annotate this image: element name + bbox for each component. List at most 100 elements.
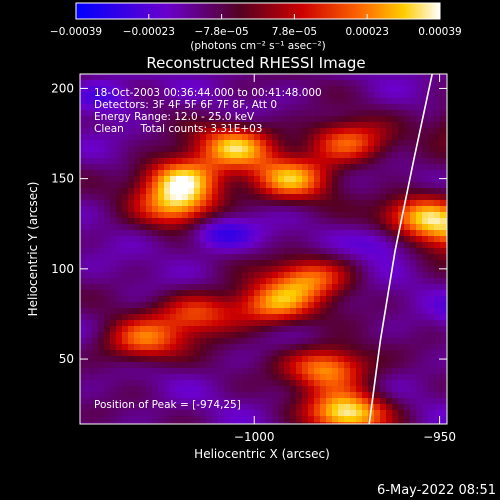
heatmap-cell	[380, 392, 387, 399]
heatmap-cell	[254, 278, 261, 285]
heatmap-cell	[158, 218, 165, 225]
heatmap-cell	[392, 272, 399, 279]
heatmap-cell	[434, 152, 441, 159]
heatmap-cell	[230, 104, 237, 111]
heatmap-cell	[224, 350, 231, 357]
heatmap-cell	[80, 392, 87, 399]
heatmap-cell	[362, 284, 369, 291]
heatmap-cell	[266, 212, 273, 219]
heatmap-cell	[230, 224, 237, 231]
heatmap-cell	[380, 296, 387, 303]
heatmap-cell	[398, 266, 405, 273]
heatmap-cell	[164, 410, 171, 417]
heatmap-cell	[140, 338, 147, 345]
heatmap-cell	[332, 314, 339, 321]
heatmap-cell	[140, 260, 147, 267]
heatmap-cell	[326, 386, 333, 393]
heatmap-cell	[224, 344, 231, 351]
heatmap-cell	[326, 98, 333, 105]
heatmap-cell	[110, 74, 117, 81]
heatmap-cell	[308, 380, 315, 387]
heatmap-cell	[188, 74, 195, 81]
heatmap-cell	[350, 230, 357, 237]
heatmap-cell	[296, 140, 303, 147]
heatmap-cell	[350, 386, 357, 393]
heatmap-cell	[146, 128, 153, 135]
heatmap-cell	[152, 176, 159, 183]
heatmap-cell	[428, 410, 435, 417]
heatmap-cell	[308, 308, 315, 315]
heatmap-cell	[260, 188, 267, 195]
heatmap-cell	[182, 98, 189, 105]
heatmap-cell	[344, 182, 351, 189]
heatmap-cell	[272, 368, 279, 375]
heatmap-cell	[170, 86, 177, 93]
heatmap-cell	[152, 344, 159, 351]
heatmap-cell	[326, 350, 333, 357]
heatmap-cell	[194, 338, 201, 345]
heatmap-cell	[440, 326, 447, 333]
heatmap-cell	[176, 116, 183, 123]
heatmap-cell	[398, 254, 405, 261]
heatmap-cell	[164, 404, 171, 411]
heatmap-cell	[344, 80, 351, 87]
heatmap-cell	[272, 398, 279, 405]
heatmap-cell	[182, 344, 189, 351]
heatmap-cell	[302, 212, 309, 219]
heatmap-cell	[254, 254, 261, 261]
heatmap-cell	[404, 146, 411, 153]
heatmap-cell	[422, 398, 429, 405]
heatmap-cell	[140, 380, 147, 387]
heatmap-cell	[434, 254, 441, 261]
heatmap-cell	[356, 116, 363, 123]
heatmap-cell	[254, 236, 261, 243]
heatmap-cell	[428, 176, 435, 183]
heatmap-cell	[404, 170, 411, 177]
heatmap-cell	[164, 152, 171, 159]
heatmap-cell	[110, 368, 117, 375]
heatmap-cell	[404, 122, 411, 129]
heatmap-cell	[296, 416, 303, 423]
heatmap-cell	[302, 182, 309, 189]
heatmap-cell	[158, 170, 165, 177]
heatmap-cell	[374, 170, 381, 177]
heatmap-cell	[224, 410, 231, 417]
heatmap-cell	[344, 236, 351, 243]
heatmap-cell	[332, 230, 339, 237]
heatmap-cell	[218, 134, 225, 141]
heatmap-cell	[230, 218, 237, 225]
heatmap-cell	[122, 344, 129, 351]
heatmap-cell	[242, 350, 249, 357]
heatmap-cell	[380, 74, 387, 81]
heatmap-cell	[92, 224, 99, 231]
heatmap-cell	[350, 422, 357, 424]
heatmap-cell	[320, 170, 327, 177]
heatmap-cell	[242, 140, 249, 147]
heatmap-cell	[302, 164, 309, 171]
heatmap-cell	[272, 338, 279, 345]
heatmap-cell	[434, 122, 441, 129]
heatmap-cell	[230, 398, 237, 405]
heatmap-cell	[254, 302, 261, 309]
heatmap-cell	[236, 140, 243, 147]
heatmap-cell	[260, 380, 267, 387]
heatmap-cell	[98, 206, 105, 213]
heatmap-cell	[278, 158, 285, 165]
heatmap-cell	[128, 80, 135, 87]
heatmap-cell	[308, 92, 315, 99]
heatmap-cell	[278, 374, 285, 381]
heatmap-cell	[404, 284, 411, 291]
heatmap-cell	[170, 368, 177, 375]
heatmap-cell	[164, 416, 171, 423]
heatmap-cell	[284, 116, 291, 123]
heatmap-cell	[398, 356, 405, 363]
heatmap-cell	[302, 326, 309, 333]
heatmap-cell	[122, 260, 129, 267]
heatmap-cell	[308, 404, 315, 411]
heatmap-cell	[236, 386, 243, 393]
heatmap-cell	[278, 194, 285, 201]
heatmap-cell	[218, 386, 225, 393]
heatmap-cell	[434, 110, 441, 117]
heatmap-cell	[398, 320, 405, 327]
heatmap-cell	[272, 380, 279, 387]
